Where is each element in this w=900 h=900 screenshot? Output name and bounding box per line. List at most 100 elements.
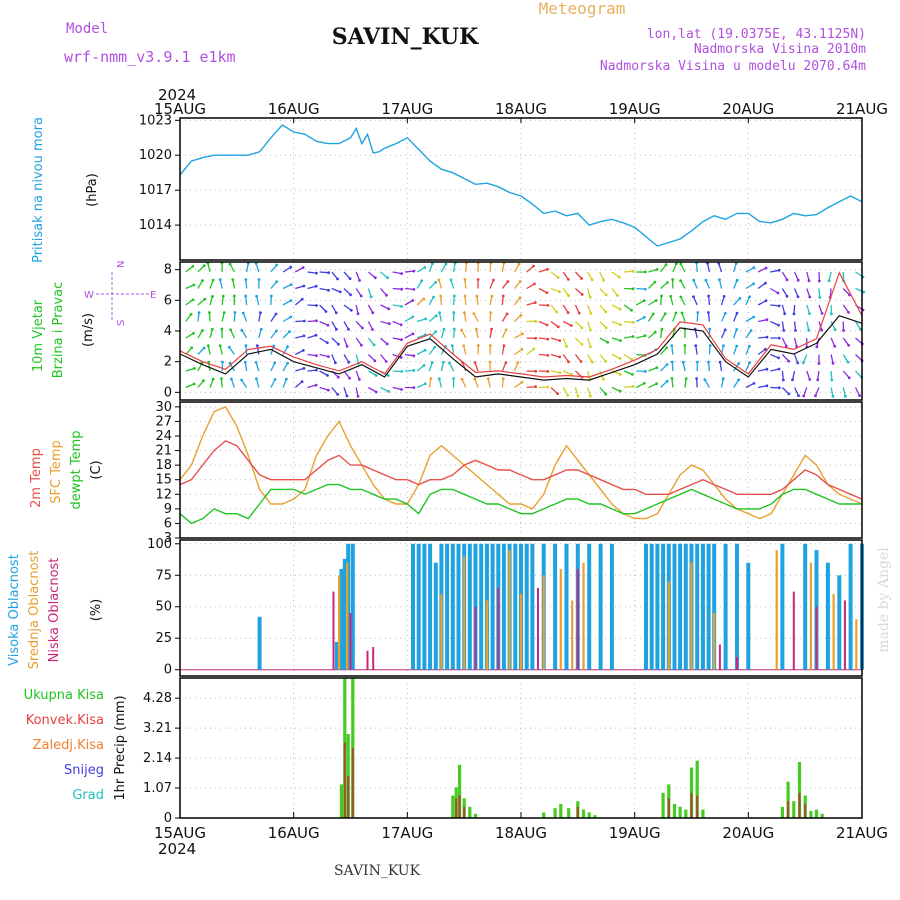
x-tick-bottom: 20AUG bbox=[722, 824, 774, 842]
wind-arrow bbox=[680, 296, 686, 306]
wind-arrow-head bbox=[473, 377, 477, 381]
wind-arrow bbox=[781, 304, 786, 314]
wind-arrow bbox=[745, 283, 754, 290]
wind-arrow bbox=[587, 271, 593, 281]
mid-cloud-bar bbox=[338, 575, 341, 670]
wind-arrow bbox=[648, 383, 657, 389]
wind-arrow-head bbox=[505, 312, 509, 316]
wind-arrow bbox=[671, 378, 674, 388]
wind-arrow bbox=[450, 279, 455, 289]
conv-rain-bar bbox=[576, 806, 579, 818]
wind-arrow-head bbox=[386, 374, 390, 377]
wind-arrow bbox=[806, 288, 811, 298]
wind-arrow bbox=[489, 262, 492, 273]
wind-ytick-label: 4 bbox=[164, 324, 172, 339]
wind-arrow-head bbox=[371, 328, 374, 331]
wind-arrow bbox=[855, 337, 863, 345]
wind-arrow bbox=[757, 385, 768, 389]
wind-arrow-head bbox=[556, 392, 559, 396]
wind-arrow-head bbox=[232, 294, 236, 298]
wind-arrow-head bbox=[748, 295, 751, 299]
wind-arrow bbox=[355, 288, 362, 297]
wind-arrow bbox=[185, 284, 195, 290]
mid-cloud-bar bbox=[346, 562, 349, 670]
wind-arrow-head bbox=[576, 394, 580, 398]
low-cloud-bar bbox=[497, 587, 500, 670]
wind-arrow bbox=[331, 304, 337, 314]
wind-arrow bbox=[307, 384, 317, 389]
wind-arrow bbox=[355, 337, 362, 346]
wind-arrow bbox=[501, 345, 505, 355]
wind-arrow bbox=[514, 348, 523, 356]
temp-ytick-label: 15 bbox=[155, 473, 172, 488]
wind-arrow-head bbox=[374, 390, 378, 394]
mid-cloud-bar bbox=[667, 581, 670, 670]
wind-arrow bbox=[295, 320, 305, 323]
wind-arrow-head bbox=[808, 295, 812, 299]
wind-arrow-head bbox=[546, 385, 550, 389]
x-tick-top: 21AUG bbox=[836, 100, 888, 118]
wind-arrow-head bbox=[842, 329, 845, 332]
wind-arrow-head bbox=[764, 299, 768, 303]
wind-arrow-head bbox=[781, 378, 785, 382]
elevation-label: Nadmorska Visina 2010m bbox=[694, 42, 866, 57]
conv-rain-bar bbox=[351, 748, 354, 818]
wind-arrow-head bbox=[765, 318, 769, 322]
mid-cloud-bar bbox=[559, 569, 562, 670]
wind-arrow-head bbox=[546, 304, 550, 307]
wind-arrow-head bbox=[289, 265, 293, 269]
wind-arrow-head bbox=[520, 380, 524, 384]
wind-arrow bbox=[476, 296, 479, 306]
wind-arrow bbox=[489, 296, 493, 306]
wind-arrow bbox=[185, 299, 194, 306]
wind-arrow bbox=[514, 333, 523, 339]
wind-arrow bbox=[682, 362, 686, 372]
wind-arrow bbox=[343, 387, 348, 397]
mid-cloud-ylabel: Srednja Oblacnost bbox=[27, 551, 42, 670]
wind-arrow-head bbox=[221, 360, 224, 364]
wind-arrow-head bbox=[412, 386, 416, 389]
wind-arrow-head bbox=[492, 278, 495, 282]
wind-arrow bbox=[745, 296, 751, 306]
wind-arrow-head bbox=[338, 290, 342, 294]
wind-arrow-head bbox=[567, 360, 570, 364]
pressure-ylabel: Pritisak na nivou mora bbox=[31, 117, 46, 263]
wind-arrow-head bbox=[820, 312, 824, 315]
wind-arrow bbox=[562, 288, 570, 297]
wind-arrow bbox=[501, 295, 504, 306]
high-cloud-bar bbox=[672, 543, 677, 670]
wind-arrow bbox=[367, 271, 376, 279]
wind-arrow-head bbox=[565, 345, 568, 348]
year-bottom: 2024 bbox=[158, 840, 196, 858]
wind-arrow-head bbox=[357, 378, 361, 381]
wind-arrow-head bbox=[241, 311, 245, 315]
wind-arrow bbox=[550, 370, 561, 374]
wind-arrow-head bbox=[630, 308, 633, 312]
wind-arrow bbox=[806, 271, 810, 281]
wind-arrow bbox=[648, 299, 657, 306]
wind-arrow-head bbox=[827, 279, 831, 283]
wind-arrow bbox=[464, 279, 467, 289]
wind-arrow bbox=[514, 381, 523, 389]
high-cloud-bar bbox=[450, 543, 455, 670]
wind-arrow bbox=[733, 263, 737, 273]
wind-arrow-head bbox=[289, 315, 293, 319]
wind-arrow-head bbox=[347, 327, 350, 331]
x-tick-top: 16AUG bbox=[268, 100, 320, 118]
wind-arrow-head bbox=[752, 266, 756, 270]
wind-arrow bbox=[282, 378, 288, 388]
low-cloud-bar bbox=[349, 613, 352, 670]
wind-arrow bbox=[817, 370, 820, 380]
wind-arrow bbox=[693, 279, 698, 289]
conv-rain-bar bbox=[804, 804, 807, 818]
wind-arrow-head bbox=[558, 339, 562, 342]
wind-arrow-head bbox=[211, 377, 215, 381]
wind-arrow-head bbox=[400, 338, 403, 342]
wind-arrow bbox=[245, 279, 248, 289]
wind-arrow bbox=[692, 296, 698, 306]
wind-arrow-head bbox=[190, 346, 194, 350]
wind-arrow-head bbox=[580, 326, 584, 330]
wind-arrow-head bbox=[302, 319, 306, 323]
wind-arrow bbox=[695, 345, 698, 355]
wind-arrow bbox=[757, 368, 768, 372]
